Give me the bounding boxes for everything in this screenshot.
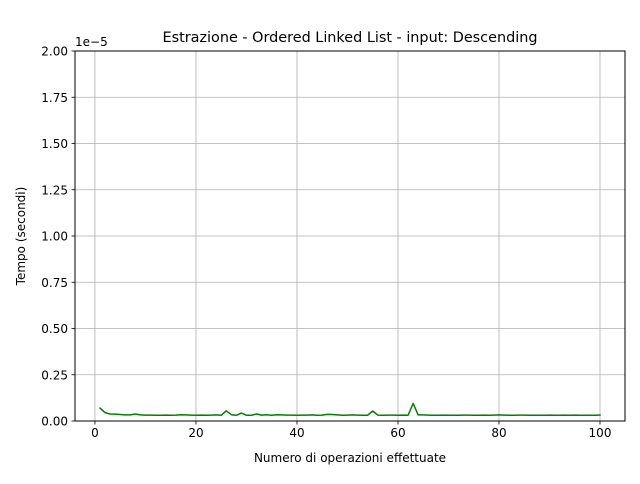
x-tick-label: 20 — [188, 426, 203, 440]
x-tick-label: 60 — [390, 426, 405, 440]
x-tick-label: 80 — [491, 426, 506, 440]
grid-lines — [75, 50, 625, 422]
y-tick-label: 1.00 — [41, 230, 68, 244]
y-tick-label: 1.75 — [41, 91, 68, 105]
y-tick-label: 2.00 — [41, 45, 68, 59]
y-tick-label: 1.50 — [41, 137, 68, 151]
x-axis-ticks: 0 20 40 60 80 100 — [91, 421, 611, 440]
x-tick-label: 0 — [91, 426, 99, 440]
y-axis-ticks: 0.00 0.25 0.50 0.75 1.00 1.25 1.50 1.75 2.00 — [41, 45, 75, 429]
y-tick-label: 0.75 — [41, 276, 68, 290]
series-line-0 — [98, 402, 601, 417]
y-tick-label: 0.25 — [41, 368, 68, 382]
x-tick-label: 100 — [589, 426, 612, 440]
x-axis-label: Numero di operazioni effettuate — [254, 451, 446, 465]
y-tick-label: 0.50 — [41, 322, 68, 336]
y-axis-offset-label: 1e−5 — [75, 35, 108, 49]
chart-title: Estrazione - Ordered Linked List - input… — [163, 30, 538, 46]
series-lines — [98, 402, 601, 417]
y-tick-label: 1.25 — [41, 183, 68, 197]
y-axis-label: Tempo (secondi) — [14, 187, 28, 287]
y-tick-label: 0.00 — [41, 415, 68, 429]
x-tick-label: 40 — [289, 426, 304, 440]
